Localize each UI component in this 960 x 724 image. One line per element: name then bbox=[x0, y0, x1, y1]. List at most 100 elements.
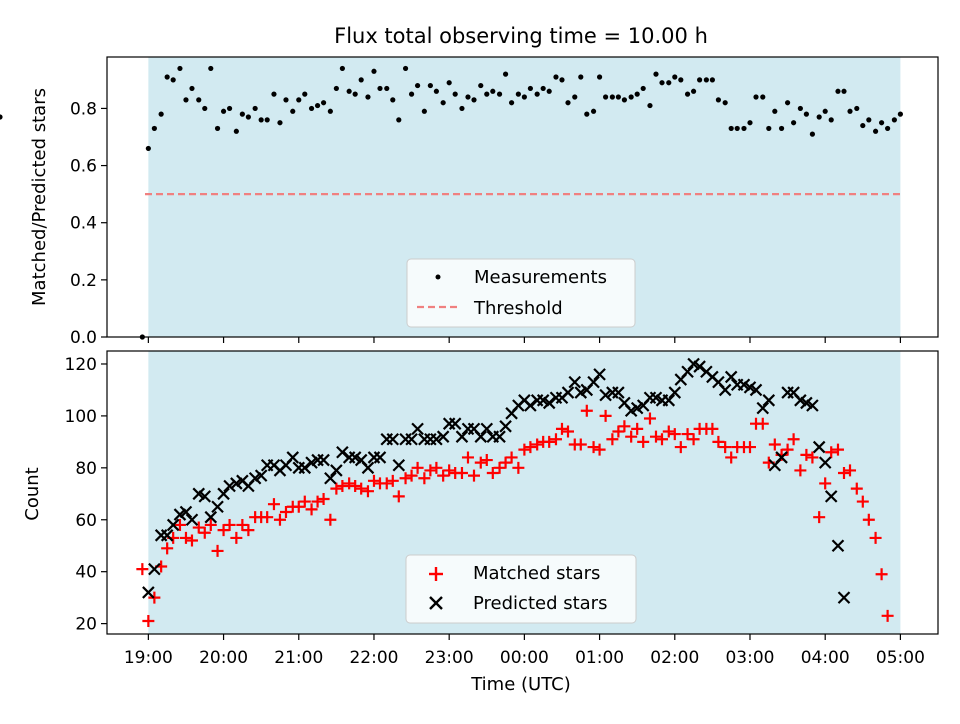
measurement-point bbox=[308, 105, 315, 112]
predicted-star-point bbox=[474, 430, 488, 443]
measurement-point bbox=[572, 94, 578, 100]
matched-star-point bbox=[631, 422, 644, 435]
matched-star-point bbox=[625, 430, 638, 443]
measurement-point bbox=[891, 117, 897, 123]
measurement-point bbox=[202, 105, 208, 112]
matched-star-point bbox=[687, 433, 700, 446]
measurement-point bbox=[578, 74, 584, 80]
measurement-point bbox=[440, 100, 446, 106]
measurement-point bbox=[365, 94, 371, 100]
measurement-point bbox=[314, 102, 321, 109]
predicted-star-point bbox=[361, 461, 375, 475]
measurement-point bbox=[0, 114, 3, 120]
predicted-star-point bbox=[806, 399, 819, 412]
measurement-point bbox=[402, 65, 409, 72]
matched-star-point bbox=[405, 469, 418, 482]
measurement-point bbox=[290, 108, 296, 114]
ratio-y-tick-label: 0.2 bbox=[70, 271, 97, 291]
measurement-point bbox=[690, 88, 697, 94]
matched-star-point bbox=[273, 513, 286, 526]
matched-star-point bbox=[869, 531, 882, 544]
predicted-star-point bbox=[499, 420, 512, 433]
measurement-point bbox=[446, 80, 452, 86]
x-tick-label: 19:00 bbox=[124, 648, 173, 668]
measurement-point bbox=[283, 97, 289, 103]
predicted-star-point bbox=[818, 456, 832, 469]
measurement-point bbox=[333, 85, 339, 92]
matched-star-point bbox=[612, 425, 625, 438]
measurement-point bbox=[741, 125, 747, 132]
measurement-point bbox=[615, 94, 621, 100]
matched-star-point bbox=[493, 461, 506, 474]
predicted-star-point bbox=[837, 591, 851, 604]
measurement-point bbox=[621, 97, 628, 103]
legend-matched-marker bbox=[429, 567, 443, 581]
measurement-point bbox=[841, 88, 847, 94]
matched-star-point bbox=[637, 435, 650, 448]
measurement-point bbox=[791, 120, 797, 126]
matched-star-point bbox=[355, 482, 368, 495]
measurement-point bbox=[452, 91, 458, 97]
x-tick-label: 23:00 bbox=[425, 648, 474, 668]
matched-star-point bbox=[555, 422, 568, 435]
matched-star-point bbox=[881, 609, 894, 622]
measurement-point bbox=[427, 82, 433, 89]
matched-star-point bbox=[844, 464, 857, 477]
count-y-tick-label: 80 bbox=[75, 459, 97, 479]
predicted-star-point bbox=[568, 375, 582, 389]
matched-star-point bbox=[856, 495, 869, 508]
x-axis-label: Time (UTC) bbox=[470, 674, 571, 695]
matched-star-point bbox=[719, 441, 732, 454]
measurement-point bbox=[296, 97, 302, 103]
predicted-star-point bbox=[317, 453, 330, 467]
predicted-star-point bbox=[148, 562, 161, 576]
matched-star-point bbox=[236, 518, 249, 531]
ratio-y-tick-label: 0.0 bbox=[70, 328, 97, 348]
matched-star-point bbox=[424, 464, 437, 477]
matched-star-point bbox=[813, 511, 826, 524]
predicted-star-point bbox=[812, 440, 826, 454]
matched-star-point bbox=[455, 467, 468, 480]
matched-star-point bbox=[223, 518, 236, 531]
matched-star-point bbox=[643, 412, 656, 425]
predicted-star-point bbox=[298, 461, 312, 475]
predicted-star-point bbox=[217, 487, 230, 501]
measurement-point bbox=[847, 108, 853, 114]
measurement-point bbox=[697, 77, 703, 83]
matched-star-point bbox=[531, 438, 544, 451]
matched-star-point bbox=[367, 474, 380, 487]
measurement-point bbox=[471, 97, 477, 103]
count-legend-box bbox=[405, 554, 637, 624]
measurement-point bbox=[784, 100, 791, 106]
matched-star-point bbox=[706, 422, 719, 435]
measurement-point bbox=[603, 94, 609, 100]
matched-star-point bbox=[192, 521, 205, 534]
measurement-point bbox=[496, 91, 503, 97]
measurement-point bbox=[189, 85, 195, 92]
predicted-star-point bbox=[593, 368, 606, 381]
matched-star-point bbox=[279, 505, 292, 518]
predicted-star-point bbox=[254, 469, 268, 482]
legend-measurements-label: Measurements bbox=[474, 267, 607, 288]
matched-star-point bbox=[418, 472, 431, 485]
measurement-point bbox=[521, 94, 527, 100]
matched-star-point bbox=[142, 615, 155, 628]
measurement-point bbox=[271, 91, 277, 97]
measurement-point bbox=[183, 97, 189, 103]
measurement-point bbox=[377, 85, 383, 92]
predicted-star-point bbox=[612, 386, 625, 399]
matched-star-point bbox=[549, 433, 562, 446]
matched-star-point bbox=[430, 461, 443, 474]
matched-star-point bbox=[161, 542, 174, 555]
matched-star-point bbox=[361, 485, 374, 498]
matched-star-point bbox=[204, 518, 217, 531]
matched-star-point bbox=[480, 454, 493, 467]
x-tick-label: 01:00 bbox=[575, 648, 624, 668]
measurement-point bbox=[239, 111, 245, 117]
matched-star-point bbox=[474, 456, 487, 469]
predicted-star-point bbox=[160, 529, 174, 542]
predicted-star-point bbox=[405, 432, 418, 446]
measurement-point bbox=[151, 125, 157, 132]
count-panel: 20 40 60 80 100 120 19:00 20:00 21:00 22:00 23:00… bbox=[22, 350, 939, 695]
measurement-point bbox=[546, 88, 552, 94]
